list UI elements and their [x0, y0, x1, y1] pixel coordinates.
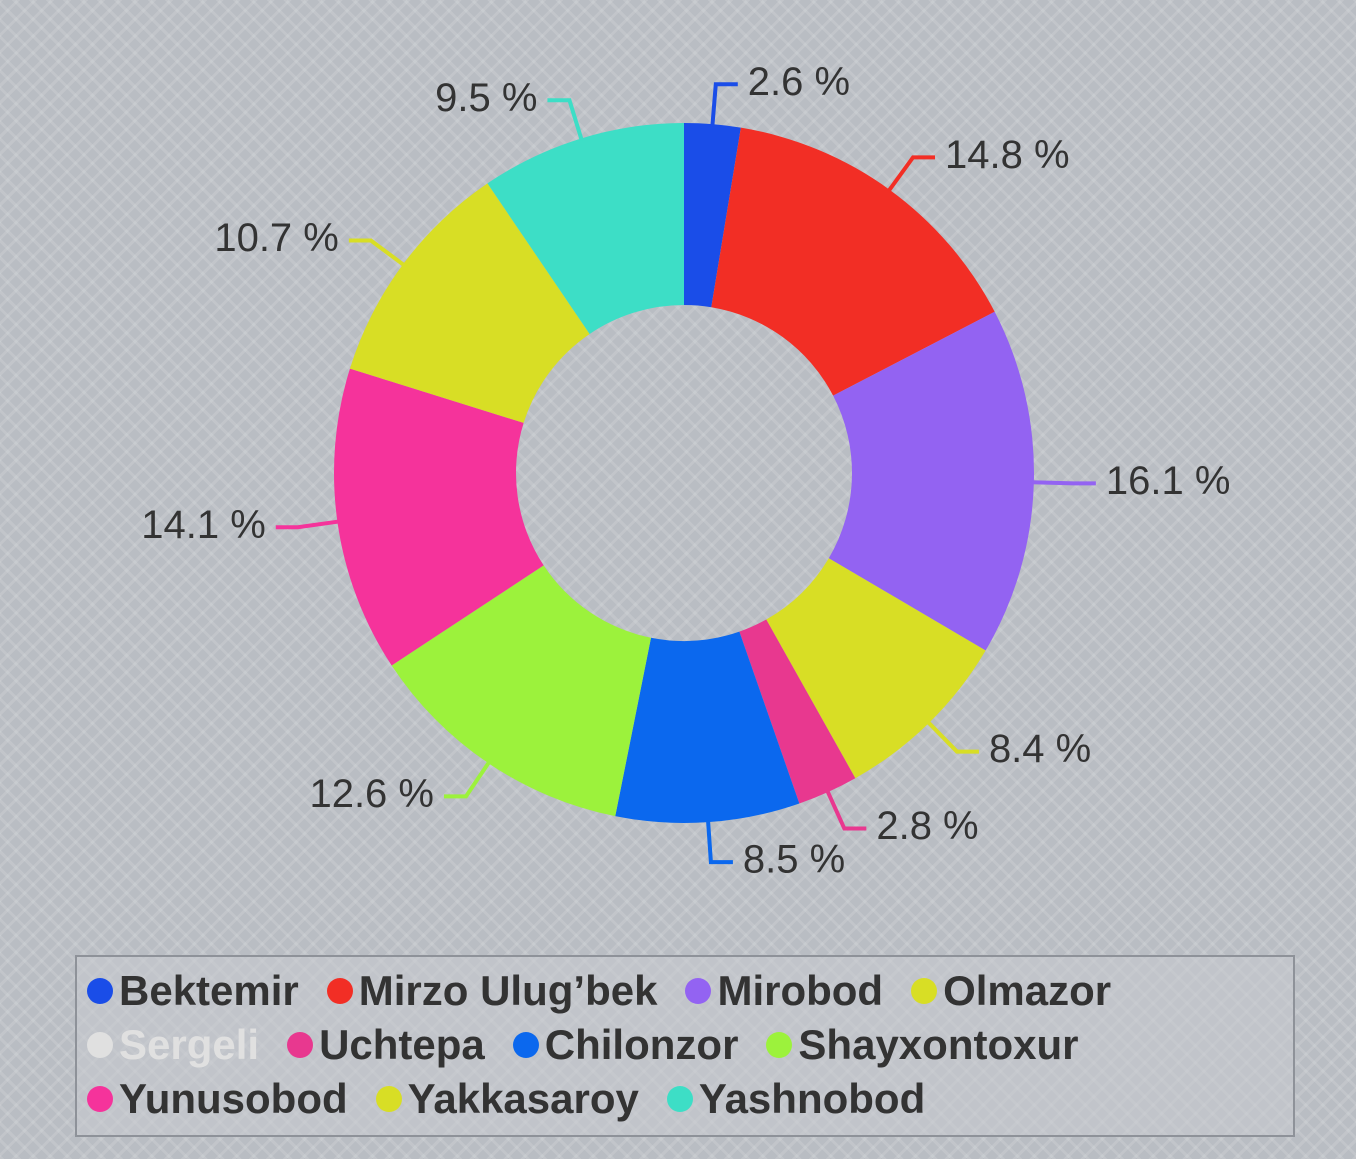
legend-swatch	[685, 978, 712, 1004]
data-label: 2.8 %	[876, 804, 978, 848]
legend-label: Bektemir	[119, 967, 299, 1014]
slice	[334, 368, 544, 666]
legend-swatch	[326, 978, 353, 1004]
legend-item[interactable]: Shayxontoxur	[766, 1019, 1078, 1071]
legend-swatch	[87, 1032, 113, 1058]
legend-item[interactable]: Yashnobod	[666, 1073, 926, 1125]
slice	[828, 311, 1034, 651]
plot: 2.6 % 14.8 % 16.1 % 8.4 %2.8 % 8.5 % 12.6 % 14…	[141, 60, 1231, 882]
legend-swatch	[375, 1086, 402, 1112]
data-label: 8.5 %	[743, 838, 845, 882]
legend-label: Sergeli	[119, 1021, 260, 1068]
data-label: 16.1 %	[1106, 459, 1231, 503]
slice	[615, 631, 800, 823]
data-label: 2.6 %	[748, 60, 850, 104]
legend-swatch	[512, 1032, 539, 1058]
legend-swatch	[911, 978, 938, 1004]
legend-label: Yakkasaroy	[407, 1075, 639, 1122]
legend: Bektemir Mirzo Ulug’bek Mirobod Olmazor Serg…	[75, 955, 1295, 1137]
leader-line	[710, 82, 738, 127]
legend-item[interactable]: Sergeli	[87, 1019, 259, 1071]
leader-line	[926, 720, 979, 754]
legend-swatch	[287, 1032, 314, 1058]
legend-label: Uchtepa	[319, 1021, 485, 1068]
legend-label: Mirobod	[717, 967, 884, 1014]
slice	[349, 183, 590, 423]
data-label: 14.1 %	[141, 503, 266, 547]
leader-line	[825, 789, 867, 831]
legend-label: Yunusobod	[119, 1075, 348, 1122]
legend-item[interactable]: Uchtepa	[287, 1019, 485, 1071]
leader-line	[547, 98, 584, 141]
leader-line	[706, 820, 733, 865]
legend-item[interactable]: Mirzo Ulug’bek	[326, 965, 658, 1017]
data-label: 9.5 %	[435, 76, 537, 120]
legend-item[interactable]: Bektemir	[87, 965, 299, 1017]
legend-item[interactable]: Yakkasaroy	[375, 1073, 639, 1125]
legend-swatch	[666, 1086, 693, 1112]
legend-item[interactable]: Chilonzor	[512, 1019, 739, 1071]
slice	[739, 619, 856, 804]
legend-swatch	[766, 1032, 793, 1058]
data-label: 14.8 %	[945, 133, 1070, 177]
leader-line	[275, 519, 340, 530]
leader-line	[443, 760, 492, 799]
leader-line	[886, 155, 936, 193]
legend-swatch	[87, 1086, 113, 1112]
legend-item[interactable]: Olmazor	[911, 965, 1111, 1017]
legend-label: Olmazor	[943, 967, 1112, 1014]
legend-label: Yashnobod	[698, 1075, 926, 1122]
slice	[391, 565, 651, 817]
legend-label: Shayxontoxur	[798, 1021, 1079, 1068]
legend-item[interactable]: Mirobod	[685, 965, 883, 1017]
legend-swatch	[87, 978, 113, 1004]
data-label: 12.6 %	[309, 772, 434, 816]
data-label: 10.7 %	[214, 216, 339, 260]
legend-label: Chilonzor	[544, 1021, 739, 1068]
slice	[711, 127, 995, 396]
data-label: 8.4 %	[989, 727, 1091, 771]
slice	[684, 123, 741, 308]
slice	[487, 123, 684, 334]
leader-line	[348, 238, 406, 268]
legend-item[interactable]: Yunusobod	[87, 1073, 348, 1125]
legend-label: Mirzo Ulug’bek	[358, 967, 658, 1014]
slice	[766, 558, 986, 779]
leader-line	[1031, 480, 1096, 486]
